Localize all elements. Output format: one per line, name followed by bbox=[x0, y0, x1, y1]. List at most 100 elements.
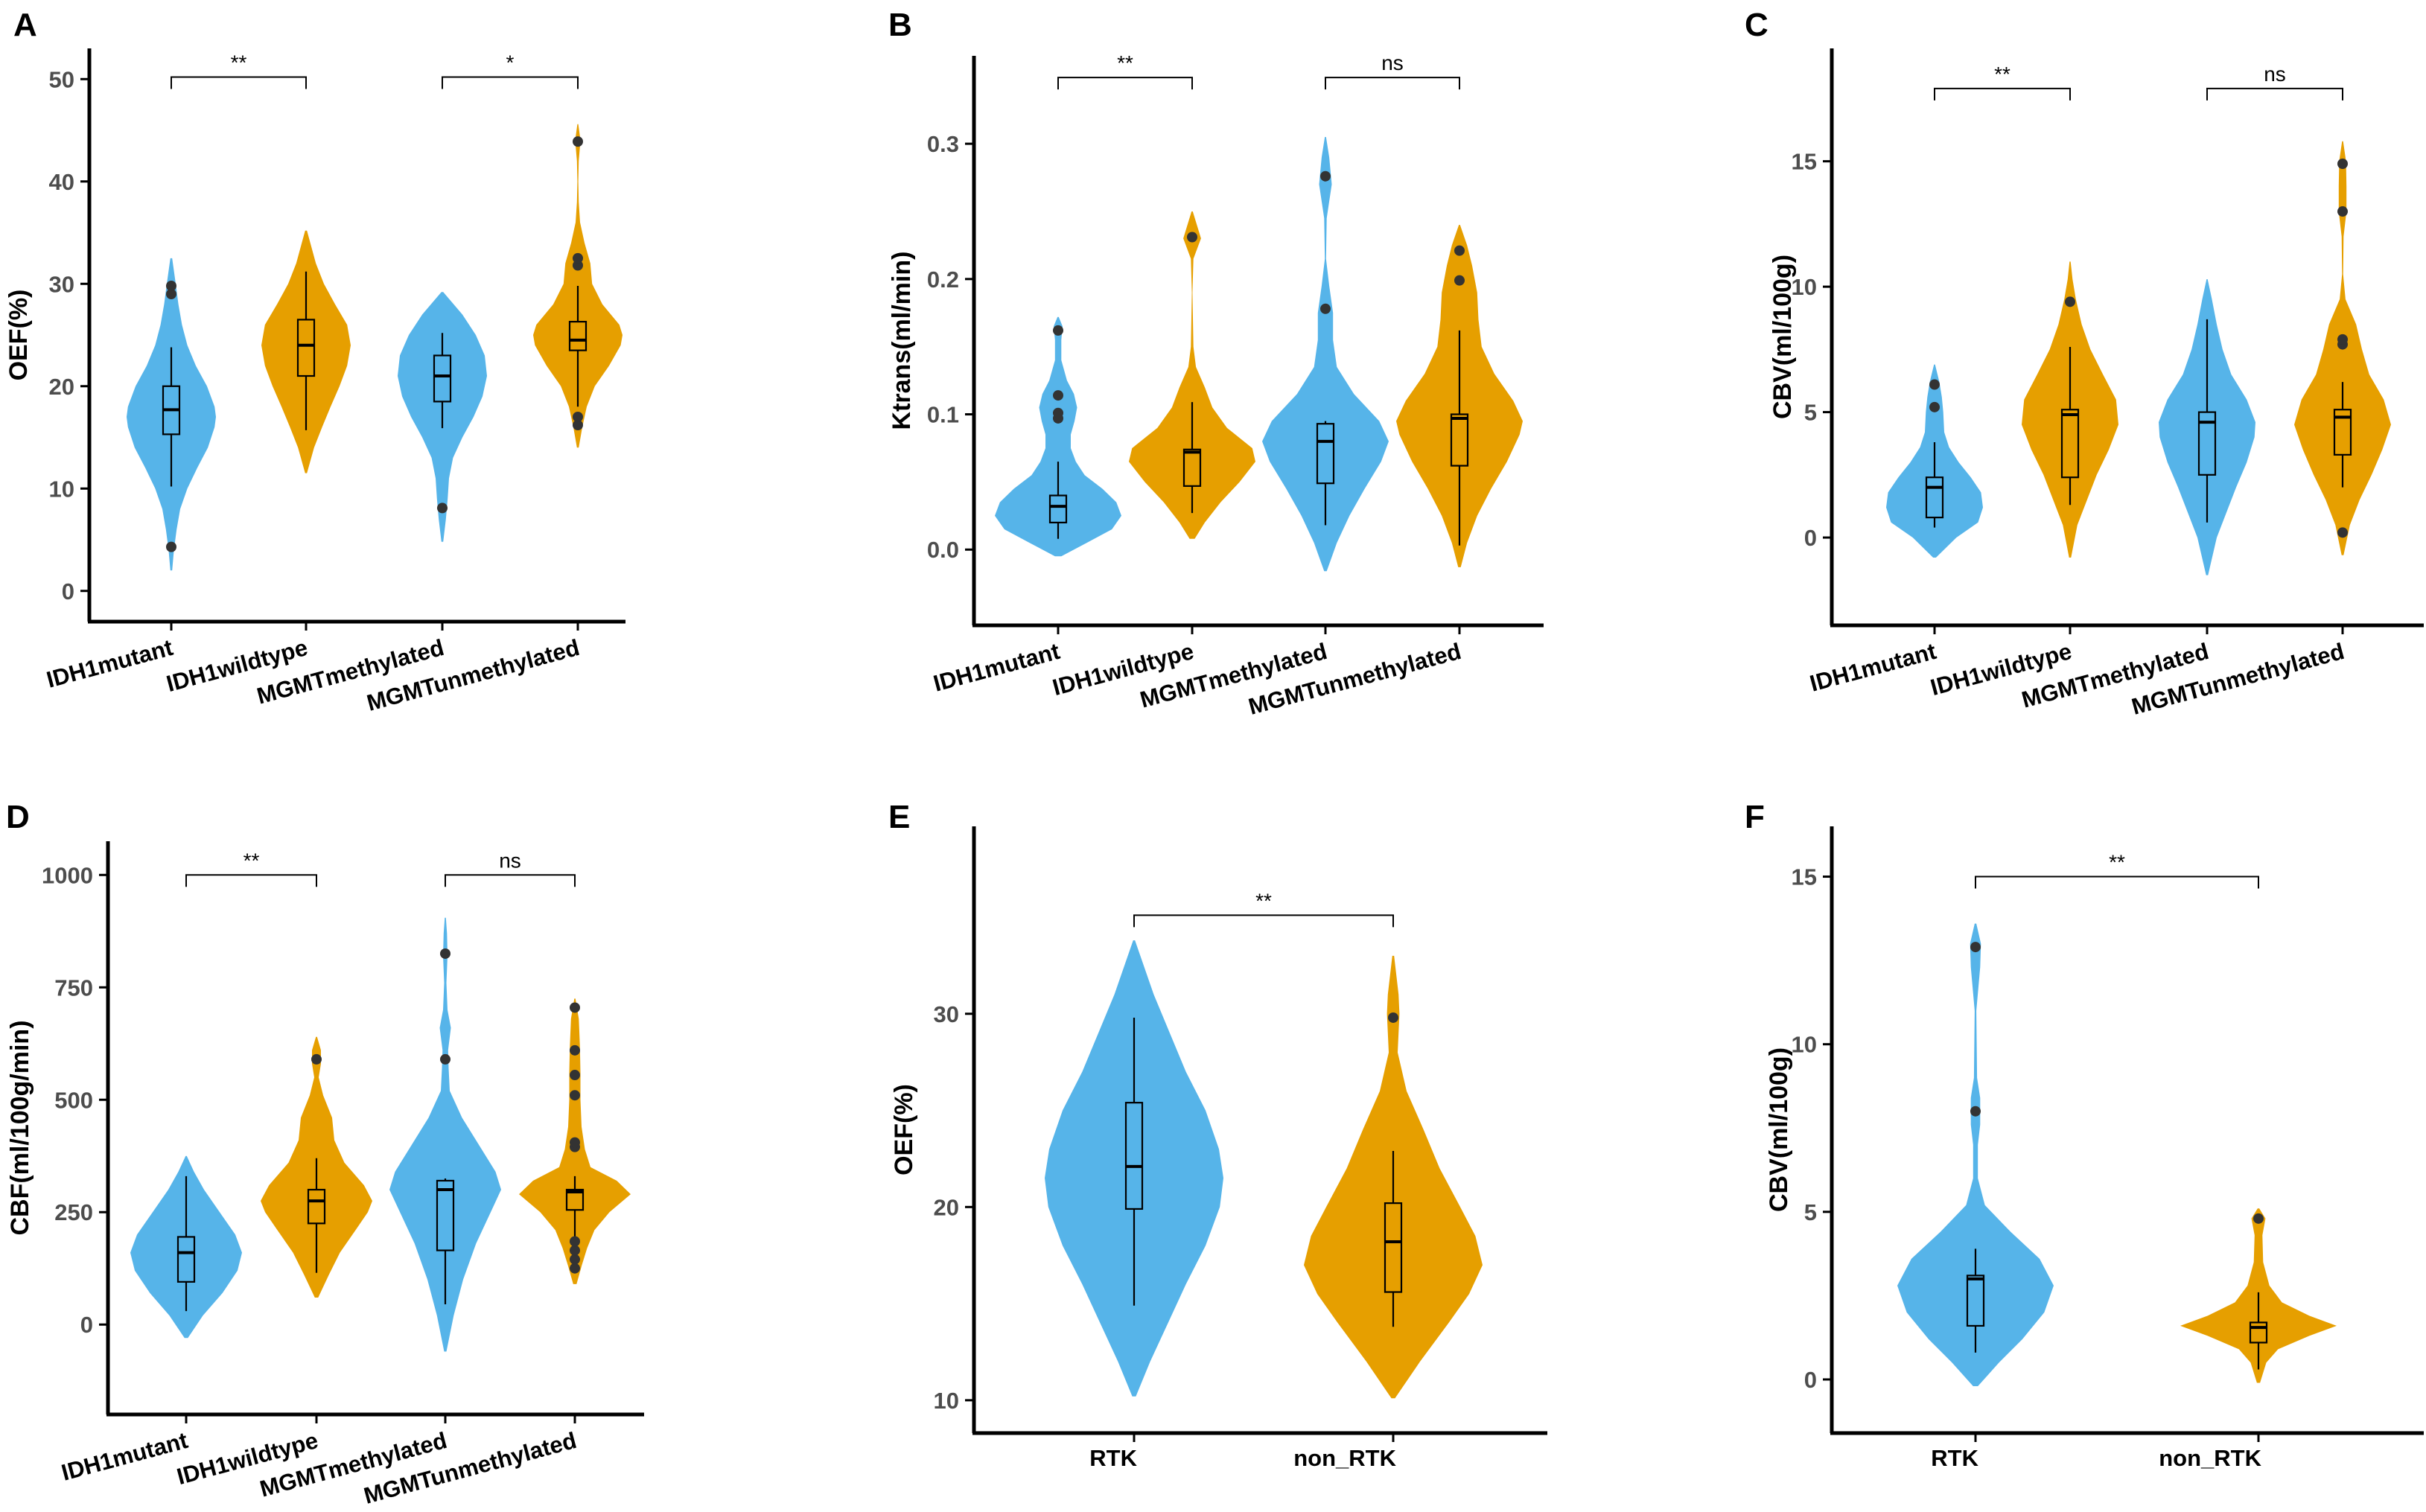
y-tick-label: 750 bbox=[54, 974, 93, 1001]
x-tick-label: IDH1mutant bbox=[44, 634, 176, 693]
significance-label: ** bbox=[1117, 51, 1133, 74]
outlier-point bbox=[2337, 159, 2348, 169]
outlier-point bbox=[570, 1254, 580, 1265]
significance-bracket bbox=[2206, 87, 2343, 101]
panel-label: E bbox=[888, 799, 910, 835]
outlier-point bbox=[573, 412, 583, 422]
outlier-point bbox=[573, 136, 583, 147]
outlier-point bbox=[166, 289, 176, 299]
significance-label: ** bbox=[2109, 851, 2125, 874]
y-axis-label: OEF(%) bbox=[890, 1084, 918, 1176]
y-axis-label: CBV(ml/100g) bbox=[1768, 255, 1797, 419]
y-axis-label: CBF(ml/100g/min) bbox=[6, 1020, 34, 1235]
significance-label: ** bbox=[243, 849, 260, 872]
significance-bracket bbox=[171, 76, 307, 89]
significance-label: ns bbox=[1381, 51, 1404, 74]
outlier-point bbox=[570, 1070, 580, 1081]
box bbox=[1925, 476, 1944, 519]
outlier-point bbox=[1320, 303, 1331, 314]
y-tick-label: 15 bbox=[1792, 864, 1817, 890]
box bbox=[2197, 411, 2217, 476]
outlier-point bbox=[573, 420, 583, 430]
x-tick-label: IDH1mutant bbox=[59, 1427, 191, 1486]
y-tick-label: 10 bbox=[1792, 1032, 1817, 1058]
x-tick-label: IDH1mutant bbox=[931, 638, 1063, 697]
y-tick-label: 0.1 bbox=[927, 402, 959, 428]
box bbox=[176, 1236, 196, 1283]
outlier-point bbox=[1970, 1106, 1981, 1117]
outlier-point bbox=[1929, 401, 1940, 412]
outlier-point bbox=[1320, 170, 1331, 182]
significance-label: ns bbox=[2264, 63, 2286, 86]
significance-label: * bbox=[506, 51, 515, 74]
violin-MGMTmethylated bbox=[1262, 137, 1389, 572]
y-tick-label: 0 bbox=[80, 1312, 93, 1338]
outlier-point bbox=[1970, 942, 1981, 953]
box bbox=[1384, 1202, 1403, 1293]
y-tick-label: 5 bbox=[1804, 1199, 1817, 1225]
outlier-point bbox=[570, 1044, 580, 1056]
box bbox=[565, 1188, 585, 1211]
outlier-point bbox=[166, 281, 176, 291]
y-tick-label: 10 bbox=[49, 476, 74, 502]
outlier-point bbox=[573, 260, 583, 271]
y-axis-label: OEF(%) bbox=[4, 290, 33, 381]
outlier-point bbox=[2065, 296, 2075, 307]
outlier-point bbox=[570, 1137, 580, 1148]
box bbox=[1450, 413, 1469, 467]
outlier-point bbox=[1454, 245, 1465, 256]
y-tick-label: 0 bbox=[1804, 1367, 1817, 1393]
x-tick-label: non_RTK bbox=[2159, 1445, 2261, 1471]
y-tick-label: 0.3 bbox=[927, 131, 959, 157]
y-tick-label: 15 bbox=[1792, 149, 1817, 175]
box bbox=[296, 319, 316, 377]
y-tick-label: 20 bbox=[934, 1194, 959, 1220]
y-tick-label: 20 bbox=[49, 374, 74, 400]
y-tick-label: 0.2 bbox=[927, 267, 959, 293]
outlier-point bbox=[2337, 334, 2348, 345]
significance-bracket bbox=[442, 76, 579, 89]
outlier-point bbox=[1053, 325, 1063, 336]
significance-bracket bbox=[1133, 914, 1394, 928]
y-tick-label: 0 bbox=[62, 578, 74, 605]
y-tick-label: 0 bbox=[1804, 525, 1817, 551]
box bbox=[1966, 1275, 1985, 1327]
y-tick-label: 30 bbox=[934, 1001, 959, 1027]
outlier-point bbox=[440, 948, 451, 959]
box bbox=[1048, 494, 1068, 524]
x-tick-label: non_RTK bbox=[1293, 1445, 1396, 1471]
y-axis-label: CBV(ml/100g) bbox=[1765, 1047, 1793, 1212]
significance-bracket bbox=[445, 874, 576, 887]
box bbox=[1316, 423, 1335, 485]
panel-A: A01020304050OEF(%)IDH1mutantIDH1wildtype… bbox=[4, 7, 625, 716]
significance-bracket bbox=[185, 874, 317, 887]
significance-label: ** bbox=[231, 51, 247, 74]
outlier-point bbox=[573, 252, 583, 264]
x-tick-label: IDH1mutant bbox=[1807, 638, 1939, 697]
panel-B: B0.00.10.20.3Ktrans(ml/min)IDH1mutantIDH… bbox=[888, 7, 1544, 720]
box bbox=[1124, 1102, 1144, 1210]
outlier-point bbox=[166, 541, 176, 552]
outlier-point bbox=[2253, 1213, 2264, 1224]
y-tick-label: 250 bbox=[54, 1199, 93, 1225]
y-axis-label: Ktrans(ml/min) bbox=[888, 252, 916, 430]
y-tick-label: 0.0 bbox=[927, 537, 959, 563]
panel-label: B bbox=[888, 7, 912, 43]
y-tick-label: 500 bbox=[54, 1087, 93, 1113]
x-tick-label: RTK bbox=[1089, 1445, 1137, 1471]
significance-label: ns bbox=[499, 849, 521, 872]
violin-MGMTmethylated bbox=[389, 917, 501, 1352]
outlier-point bbox=[437, 503, 448, 514]
panel-label: C bbox=[1745, 7, 1768, 43]
panel-C: C051015CBV(ml/100g)IDH1mutantIDH1wildtyp… bbox=[1745, 7, 2424, 720]
x-tick-label: RTK bbox=[1931, 1445, 1978, 1471]
x-tick-label: MGMTunmethylated bbox=[361, 1427, 579, 1509]
panel-F: F 0 5 10 15 CBV(ml/100g) RTK non_RTK ** bbox=[1745, 799, 2424, 1471]
y-tick-label: 1000 bbox=[42, 862, 93, 888]
outlier-point bbox=[2337, 206, 2348, 217]
y-tick-label: 5 bbox=[1804, 400, 1817, 426]
violin-RTK bbox=[1897, 923, 2054, 1386]
panel-E: E 10 20 30 OEF(%) RTK non_RTK ** bbox=[888, 799, 1547, 1471]
box bbox=[2060, 409, 2080, 479]
significance-bracket bbox=[1325, 77, 1460, 90]
